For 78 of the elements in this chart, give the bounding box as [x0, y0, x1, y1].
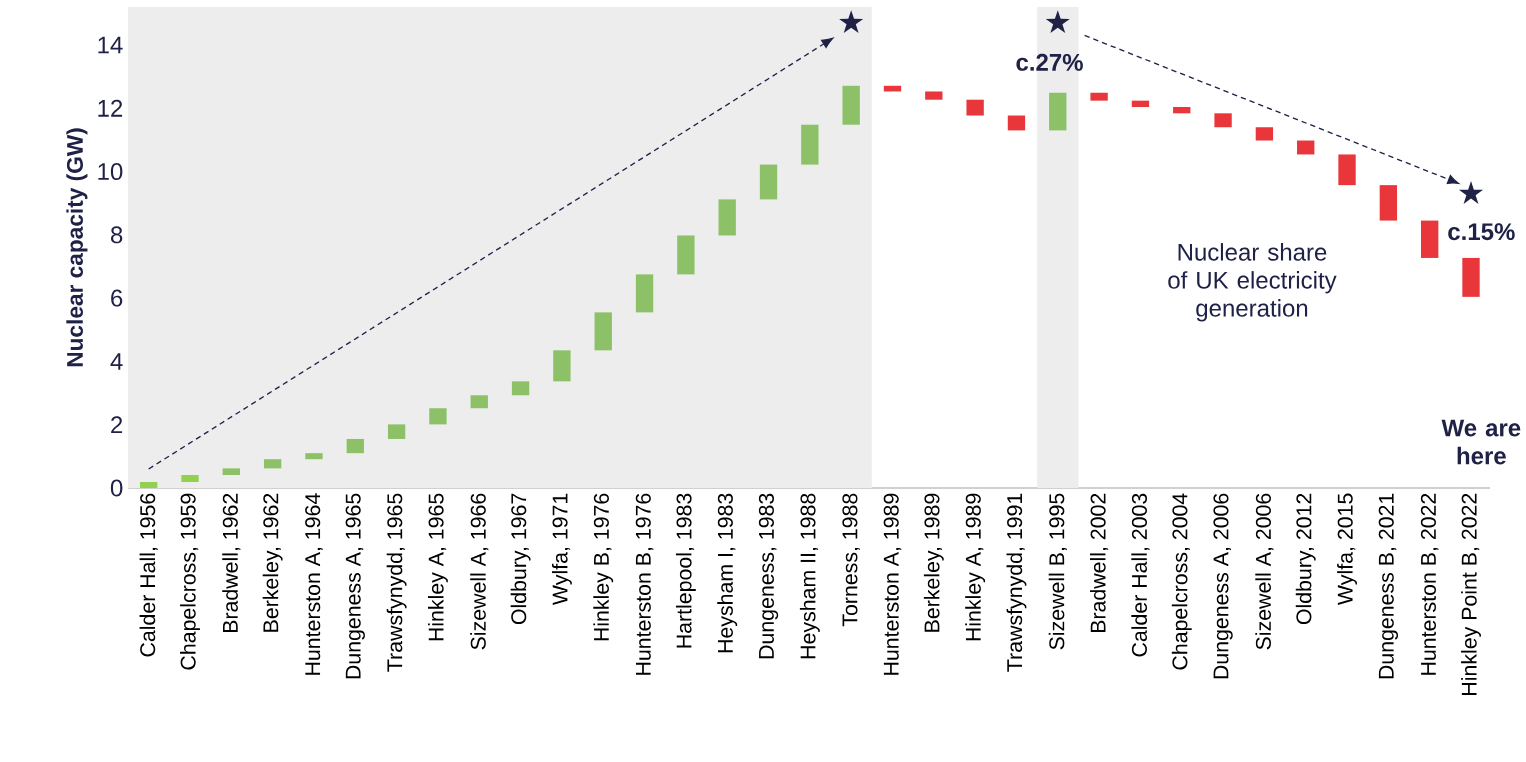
x-tick-label: Berkeley, 1989 [923, 493, 944, 632]
annotation: Nuclear share of UK electricity generation [1168, 243, 1337, 322]
x-tick-label: Heysham I, 1983 [717, 493, 738, 653]
x-tick-label: Hartlepool, 1983 [675, 493, 696, 648]
x-tick-label: Hunterston A, 1989 [883, 493, 902, 675]
y-tick-label: 12 [98, 99, 123, 117]
bar [222, 468, 240, 476]
bar [511, 381, 530, 396]
bar [1131, 100, 1150, 107]
x-tick-label: Dungeness B, 2021 [1378, 493, 1399, 679]
bar [677, 235, 695, 275]
annotation: c.27% [1016, 53, 1083, 71]
bar [1338, 154, 1356, 186]
x-tick-label: Wylfa, 1971 [551, 493, 572, 606]
x-tick-label: Bradwell, 2002 [1090, 493, 1109, 633]
annotation: c.15% [1448, 223, 1515, 241]
x-tick-label: Dungeness, 1983 [758, 493, 779, 659]
x-tick-label: Hinkley Point B, 2022 [1461, 493, 1481, 695]
x-tick-label: Hunterston B, 1976 [635, 493, 654, 675]
bar [1049, 92, 1067, 131]
bar [553, 350, 571, 382]
x-tick-label: Trawsfynydd, 1965 [386, 493, 407, 672]
x-tick-label: Dungeness A, 1965 [345, 493, 365, 679]
bar [759, 164, 778, 200]
bar [387, 424, 406, 439]
x-tick-label: Heysham II, 1988 [799, 493, 820, 659]
y-tick-label: 2 [111, 416, 123, 434]
y-tick-label: 14 [98, 36, 123, 54]
x-tick-label: Bradwell, 1962 [222, 493, 241, 633]
x-tick-label: Hunterston B, 2022 [1420, 493, 1439, 675]
bar [842, 85, 860, 125]
x-tick-label: Calder Hall, 1956 [139, 493, 158, 657]
bar [718, 199, 736, 236]
bar [429, 408, 447, 425]
bar [801, 124, 819, 165]
x-tick-label: Hinkley A, 1989 [965, 493, 986, 641]
bar [925, 91, 943, 100]
x-tick-label: Hinkley B, 1976 [593, 493, 614, 641]
x-tick-label: Torness, 1988 [842, 493, 860, 627]
bar [1462, 257, 1480, 297]
x-tick-label: Chapelcross, 2004 [1171, 493, 1192, 670]
bar [1297, 140, 1315, 155]
bar [1379, 185, 1398, 221]
bar [181, 475, 199, 482]
annotation: We are here [1441, 419, 1521, 465]
bar [1214, 113, 1232, 128]
bar [346, 438, 364, 454]
x-tick-label: Dungeness A, 2006 [1213, 493, 1233, 679]
y-tick-label: 6 [111, 289, 123, 307]
x-tick-label: Berkeley, 1962 [262, 493, 283, 632]
y-tick-label: 4 [110, 353, 123, 370]
bar [263, 459, 282, 469]
x-tick-label: Hinkley A, 1965 [427, 493, 448, 641]
x-tick-label: Chapelcross, 1959 [180, 493, 200, 670]
bar [966, 99, 984, 116]
x-tick-label: Hunterston A, 1964 [305, 493, 323, 675]
x-tick-label: Calder Hall, 2003 [1131, 493, 1150, 657]
bar [1173, 106, 1191, 114]
bar [1421, 220, 1439, 258]
x-tick-label: Wylfa, 2015 [1337, 493, 1357, 606]
bar [470, 395, 488, 409]
bar [305, 453, 323, 460]
bar [139, 481, 158, 488]
x-tick-label: Oldbury, 1967 [510, 493, 531, 625]
bar [1255, 127, 1274, 141]
bar [594, 312, 612, 351]
y-tick-label: 8 [111, 226, 123, 244]
x-tick-label: Oldbury, 2012 [1295, 493, 1316, 625]
y-axis-title: Nuclear capacity (GW) [66, 128, 88, 367]
bar [1007, 115, 1026, 131]
y-tick-label: 0 [110, 479, 123, 497]
x-tick-label: Sizewell B, 1995 [1048, 493, 1067, 650]
x-tick-label: Sizewell A, 2006 [1255, 493, 1274, 650]
y-tick-label: 10 [98, 163, 123, 181]
bar [635, 274, 654, 313]
bar [1090, 92, 1108, 101]
x-tick-label: Trawsfynydd, 1991 [1006, 493, 1027, 672]
x-tick-label: Sizewell A, 1966 [470, 493, 489, 650]
